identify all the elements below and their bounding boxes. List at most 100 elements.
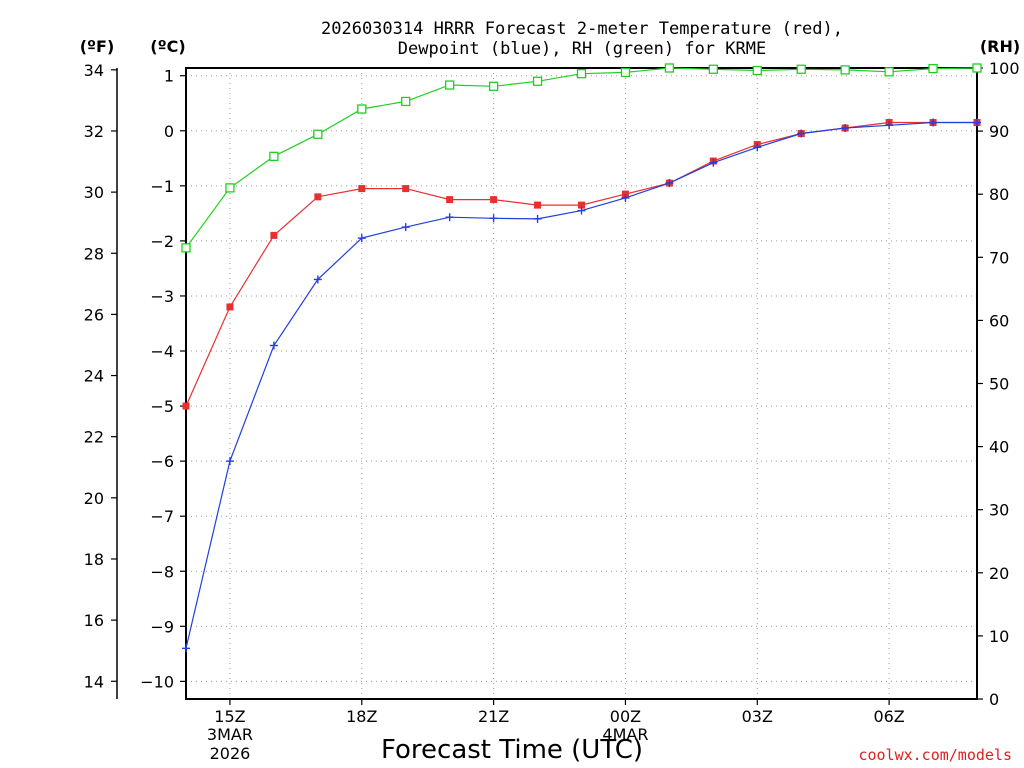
temperature-point [578, 201, 585, 209]
dewpoint-point [973, 118, 981, 127]
celsius-tick-label: −1 [150, 177, 174, 196]
rh-point [576, 69, 587, 79]
rh-line [185, 67, 978, 249]
x-tick-label: 21Z [478, 707, 509, 726]
series-temperature [182, 119, 981, 410]
fahrenheit-tick-label: 16 [84, 611, 104, 630]
celsius-tick-label: −4 [150, 342, 174, 361]
fahrenheit-tick-label: 26 [84, 305, 104, 324]
rh-point [928, 63, 938, 74]
fahrenheit-tick-label: 14 [84, 672, 104, 691]
series-dewpoint [182, 118, 981, 653]
rh-point [840, 65, 850, 75]
chart-title-line2: Dewpoint (blue), RH (green) for KRME [398, 39, 766, 59]
rh-point [401, 96, 411, 107]
celsius-unit-label: (ºC) [150, 37, 185, 56]
rh-tick-label: 20 [989, 564, 1009, 583]
fahrenheit-tick-label: 32 [84, 122, 104, 141]
rh-tick-label: 60 [989, 311, 1009, 330]
rh-unit-label: (RH) [980, 37, 1020, 56]
fahrenheit-tick-label: 34 [84, 61, 104, 80]
celsius-tick-label: −2 [150, 232, 174, 251]
celsius-tick-label: −3 [150, 287, 174, 306]
dewpoint-point [225, 457, 234, 466]
dewpoint-point [445, 213, 454, 222]
x-axis-label: Forecast Time (UTC) [381, 735, 643, 765]
rh-point [225, 183, 235, 193]
temperature-point [226, 303, 234, 311]
axes: 1416182022242628303234−10−9−8−7−6−5−4−3−… [84, 59, 1020, 763]
x-tick-date-label: 3MAR [207, 725, 253, 744]
dewpoint-point [269, 341, 278, 350]
temperature-point [490, 196, 498, 204]
dewpoint-point [753, 143, 762, 152]
rh-point [488, 81, 499, 91]
rh-point [752, 65, 762, 76]
rh-point [796, 64, 806, 74]
dewpoint-point [929, 118, 938, 127]
chart-title: 2026030314 HRRR Forecast 2-meter Tempera… [321, 19, 843, 59]
celsius-tick-label: 1 [164, 67, 174, 86]
x-tick-year-label: 2026 [210, 744, 251, 763]
temperature-point [182, 402, 190, 410]
x-tick-label: 03Z [742, 707, 773, 726]
rh-point [664, 63, 675, 73]
dewpoint-point [182, 644, 190, 653]
temperature-point [534, 201, 542, 209]
dewpoint-point [533, 214, 542, 223]
rh-point [972, 63, 982, 73]
temperature-point [358, 185, 366, 193]
temperature-point [314, 193, 322, 201]
rh-tick-label: 100 [989, 59, 1020, 78]
x-tick-label: 00Z [610, 707, 641, 726]
x-tick-date-label: 4MAR [602, 725, 648, 744]
fahrenheit-tick-label: 20 [84, 489, 104, 508]
fahrenheit-tick-label: 28 [84, 244, 104, 263]
rh-tick-label: 0 [989, 690, 999, 709]
fahrenheit-tick-label: 24 [84, 367, 104, 386]
rh-point [181, 243, 191, 253]
temperature-point [402, 185, 410, 193]
dewpoint-point [709, 158, 718, 167]
series-layer [181, 63, 982, 653]
dewpoint-point [357, 234, 366, 243]
fahrenheit-unit-label: (ºF) [80, 37, 115, 56]
series-rh [181, 63, 982, 253]
fahrenheit-tick-label: 18 [84, 550, 104, 569]
plot-frame [185, 67, 978, 700]
celsius-tick-label: −10 [140, 672, 174, 691]
dewpoint-point [577, 206, 586, 215]
fahrenheit-tick-label: 30 [84, 183, 104, 202]
rh-tick-label: 40 [989, 438, 1009, 457]
rh-point [708, 64, 718, 74]
rh-point [313, 129, 323, 139]
rh-tick-label: 30 [989, 501, 1009, 520]
dewpoint-point [621, 193, 630, 202]
rh-point [884, 67, 894, 77]
rh-point [445, 80, 455, 90]
dewpoint-point [313, 275, 322, 284]
chart-title-line1: 2026030314 HRRR Forecast 2-meter Tempera… [321, 19, 843, 39]
x-tick-label: 06Z [873, 707, 904, 726]
rh-tick-label: 10 [989, 627, 1009, 646]
dewpoint-line [185, 121, 977, 649]
temperature-line [185, 121, 977, 407]
celsius-tick-label: 0 [164, 122, 174, 141]
celsius-tick-label: −5 [150, 397, 174, 416]
dewpoint-point [665, 179, 674, 188]
rh-tick-label: 90 [989, 122, 1009, 141]
rh-point [532, 76, 543, 86]
grid-lines [186, 68, 977, 699]
rh-point [620, 67, 631, 78]
dewpoint-point [489, 214, 498, 223]
celsius-tick-label: −9 [150, 617, 174, 636]
rh-tick-label: 70 [989, 248, 1009, 267]
rh-tick-label: 80 [989, 185, 1009, 204]
rh-point [357, 104, 367, 114]
dewpoint-point [797, 129, 806, 138]
celsius-tick-label: −7 [150, 507, 174, 526]
credit-link[interactable]: coolwx.com/models [858, 746, 1012, 764]
temperature-point [270, 231, 278, 239]
dewpoint-point [885, 121, 894, 130]
